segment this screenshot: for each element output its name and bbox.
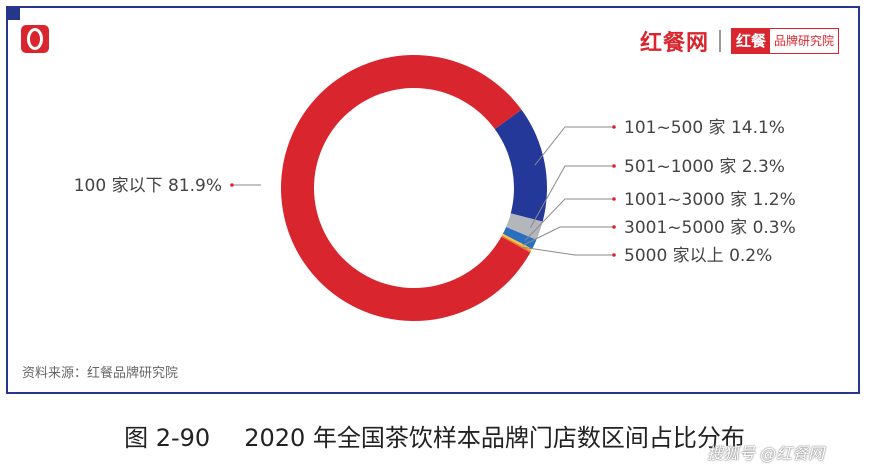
leader-line — [525, 198, 614, 241]
donut-chart: 100 家以下 81.9% 101~500 家 14.1% 501~1000 家 2… — [74, 54, 796, 322]
brand-badge-text: 品牌研究院 — [774, 34, 835, 48]
slice-label: 1001~3000 家 1.2% — [624, 190, 796, 210]
brand-header: 红餐网 红餐 品牌研究院 — [640, 26, 840, 56]
donut-slice — [506, 213, 543, 240]
leader-dot — [612, 164, 616, 168]
slice-label: 501~1000 家 2.3% — [624, 157, 785, 177]
donut-slice — [502, 233, 533, 252]
leader-dot — [612, 197, 616, 201]
donut-slice — [494, 109, 547, 222]
slice-label-group: 3001~5000 家 0.3% — [522, 218, 796, 246]
figure-number: 图 2-90 — [124, 424, 211, 452]
leader-line — [521, 246, 614, 256]
figure-caption: 图 2-90 2020 年全国茶饮样本品牌门店数区间占比分布 — [0, 418, 869, 453]
leader-line — [522, 226, 614, 246]
source-note: 资料来源：红餐品牌研究院 — [22, 366, 179, 381]
watermark: 搜狐号 @红餐网 — [707, 444, 825, 463]
slice-label-group: 5000 家以上 0.2% — [521, 246, 772, 266]
slice-label: 3001~5000 家 0.3% — [624, 218, 796, 238]
slice-label-group: 1001~3000 家 1.2% — [525, 190, 796, 241]
slice-label-group: 100 家以下 81.9% — [74, 176, 261, 196]
leader-line — [534, 126, 614, 166]
leader-dot — [612, 225, 616, 229]
corner-accent — [6, 6, 20, 20]
leader-dot — [230, 183, 234, 187]
leader-dot — [612, 125, 616, 129]
logo-mark-icon — [21, 25, 49, 53]
brand-divider — [719, 30, 722, 52]
slice-label: 5000 家以上 0.2% — [624, 246, 772, 266]
slice-label-group: 101~500 家 14.1% — [534, 118, 785, 166]
donut-slice — [501, 235, 532, 253]
brand-badge-mark: 红餐 — [732, 29, 771, 53]
brand-name: 红餐网 — [640, 31, 710, 56]
leader-line — [529, 165, 614, 228]
donut-slice — [281, 54, 531, 322]
leader-dot — [612, 253, 616, 257]
slice-label-group: 501~1000 家 2.3% — [529, 157, 785, 228]
brand-badge: 红餐 品牌研究院 — [731, 28, 840, 54]
figure-title: 2020 年全国茶饮样本品牌门店数区间占比分布 — [244, 424, 745, 452]
slice-label: 100 家以下 81.9% — [74, 176, 222, 196]
slice-label: 101~500 家 14.1% — [624, 118, 785, 138]
donut-slice — [502, 226, 537, 249]
